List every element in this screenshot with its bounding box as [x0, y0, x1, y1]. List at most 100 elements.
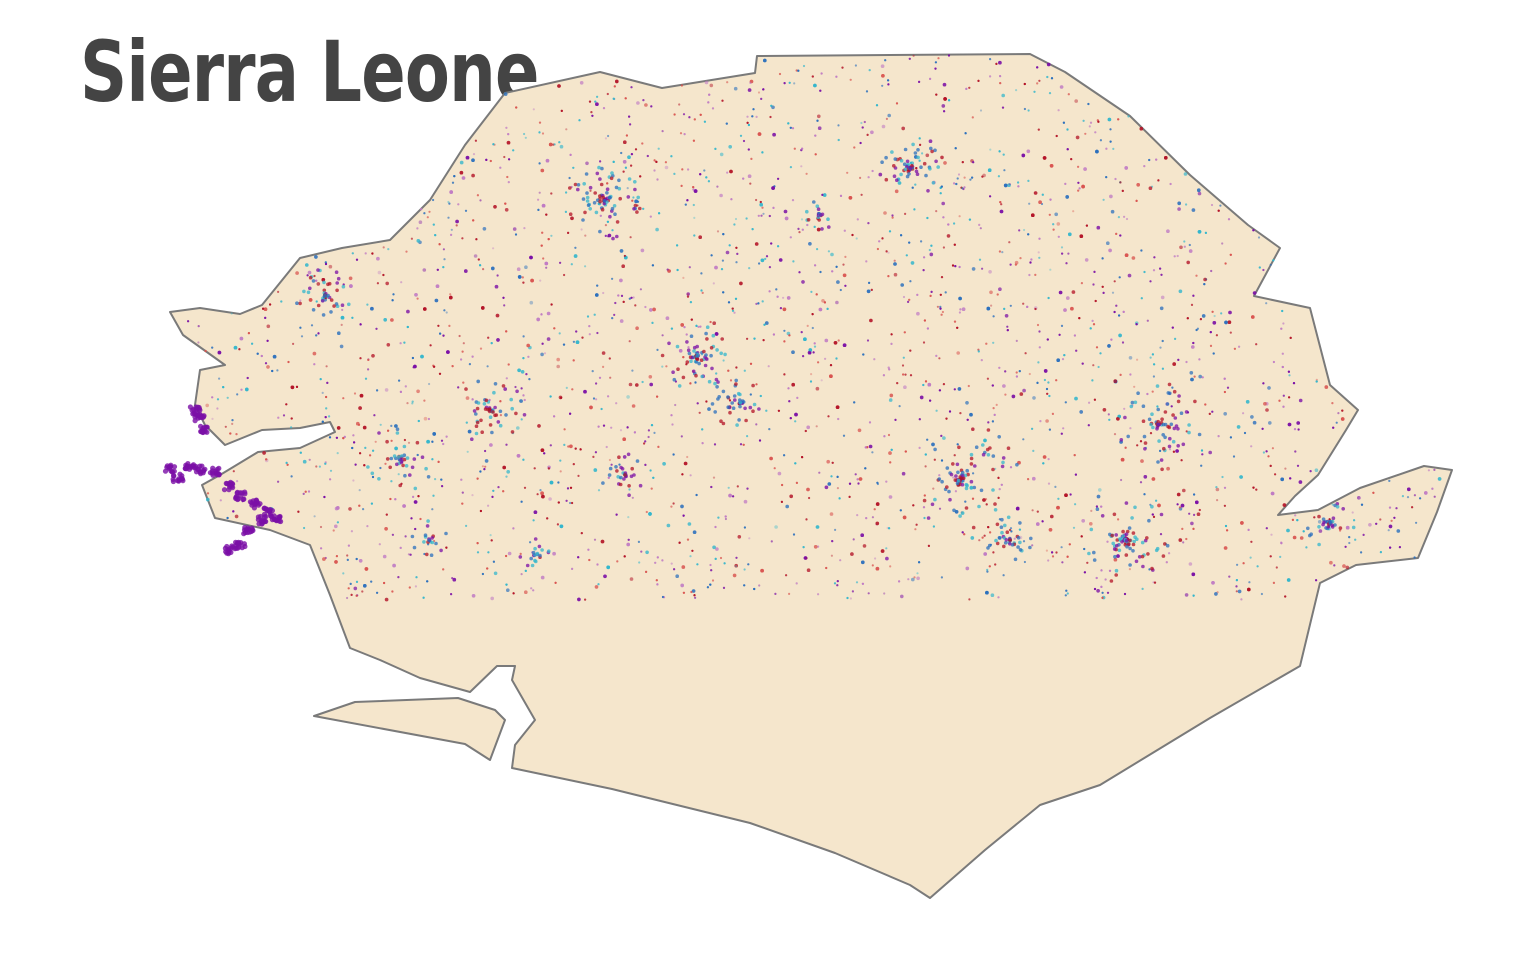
- settlement-point: [657, 147, 660, 150]
- settlement-point: [602, 365, 605, 368]
- settlement-point: [987, 526, 990, 529]
- settlement-point: [1009, 263, 1012, 266]
- settlement-point: [1247, 587, 1251, 592]
- settlement-point: [552, 143, 555, 146]
- settlement-point: [1117, 518, 1120, 521]
- settlement-point: [619, 278, 623, 283]
- settlement-point: [403, 341, 406, 344]
- settlement-point: [1282, 405, 1285, 408]
- settlement-point: [824, 338, 829, 343]
- settlement-point: [1233, 347, 1236, 350]
- settlement-point: [897, 181, 902, 185]
- settlement-point: [355, 594, 358, 597]
- settlement-point: [980, 359, 983, 362]
- settlement-point: [628, 382, 633, 387]
- settlement-point: [476, 379, 481, 384]
- settlement-point: [896, 382, 899, 385]
- settlement-point: [678, 541, 681, 544]
- settlement-point: [852, 538, 855, 541]
- settlement-point: [442, 568, 445, 571]
- settlement-point: [883, 435, 886, 438]
- settlement-point: [547, 238, 550, 241]
- settlement-point: [836, 580, 839, 583]
- settlement-point: [436, 268, 439, 271]
- settlement-point: [1191, 208, 1196, 212]
- settlement-point: [557, 84, 561, 88]
- settlement-point: [997, 476, 1000, 479]
- settlement-point: [1036, 82, 1039, 85]
- settlement-point: [1022, 540, 1026, 543]
- settlement-point: [1043, 378, 1046, 382]
- settlement-point: [540, 352, 544, 357]
- settlement-point: [689, 555, 692, 558]
- settlement-point: [266, 324, 271, 329]
- settlement-point: [443, 309, 446, 312]
- settlement-point: [1119, 234, 1122, 237]
- settlement-point: [727, 301, 731, 304]
- settlement-point: [965, 401, 969, 405]
- settlement-point: [783, 82, 786, 85]
- settlement-point: [1046, 62, 1051, 67]
- settlement-point: [724, 517, 728, 521]
- settlement-point: [455, 219, 459, 224]
- settlement-point: [825, 566, 828, 570]
- settlement-point: [569, 501, 572, 505]
- settlement-point: [533, 510, 538, 514]
- settlement-point: [722, 586, 726, 590]
- settlement-point: [765, 255, 769, 258]
- settlement-point: [1190, 303, 1194, 306]
- settlement-point: [1201, 453, 1204, 456]
- settlement-point: [528, 345, 532, 350]
- settlement-point: [812, 351, 815, 354]
- settlement-point: [449, 293, 452, 296]
- settlement-point: [523, 132, 526, 136]
- settlement-point: [359, 393, 364, 398]
- settlement-point: [605, 445, 608, 449]
- settlement-point: [957, 173, 961, 176]
- settlement-point: [1182, 488, 1186, 493]
- settlement-point: [543, 352, 547, 355]
- settlement-point: [747, 123, 751, 127]
- settlement-point: [1095, 149, 1099, 154]
- settlement-point: [662, 462, 666, 466]
- settlement-point: [1431, 487, 1434, 490]
- settlement-point: [922, 269, 925, 272]
- settlement-point: [749, 79, 754, 84]
- settlement-point: [725, 250, 730, 255]
- settlement-point: [277, 416, 280, 419]
- settlement-point: [492, 489, 495, 492]
- settlement-point: [490, 596, 495, 601]
- settlement-point: [593, 468, 598, 472]
- settlement-point: [560, 109, 563, 112]
- settlement-point: [768, 214, 771, 218]
- settlement-point: [815, 525, 820, 529]
- settlement-point: [329, 478, 332, 481]
- settlement-point: [522, 335, 525, 338]
- settlement-point: [942, 436, 946, 440]
- settlement-point: [238, 348, 241, 351]
- settlement-point: [460, 358, 463, 361]
- settlement-point: [1100, 569, 1103, 572]
- settlement-point: [933, 458, 936, 461]
- settlement-point: [537, 424, 541, 428]
- settlement-point: [466, 450, 469, 453]
- settlement-point: [1183, 172, 1188, 176]
- settlement-point: [964, 500, 967, 503]
- settlement-point: [487, 336, 490, 339]
- settlement-point: [1208, 450, 1212, 455]
- settlement-point: [1099, 139, 1102, 142]
- settlement-point: [1149, 432, 1153, 435]
- settlement-point: [630, 296, 633, 299]
- settlement-point: [753, 587, 756, 591]
- settlement-point: [903, 331, 906, 334]
- settlement-point: [644, 463, 647, 466]
- settlement-point: [888, 451, 892, 455]
- settlement-point: [382, 273, 385, 277]
- settlement-point: [556, 523, 560, 526]
- settlement-point: [1268, 421, 1272, 425]
- settlement-point: [464, 269, 468, 273]
- settlement-point: [953, 454, 956, 457]
- settlement-point: [995, 403, 998, 406]
- settlement-point: [204, 349, 207, 353]
- settlement-point: [1433, 495, 1436, 498]
